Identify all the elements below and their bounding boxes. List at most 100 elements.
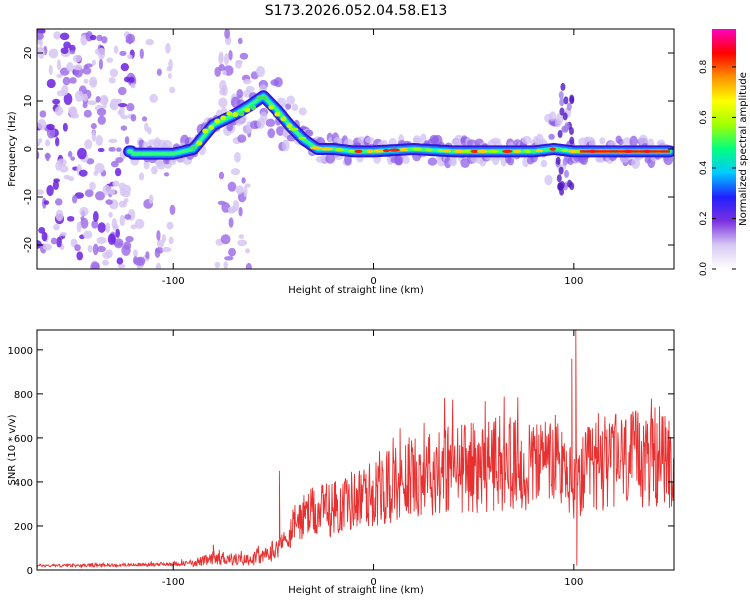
spectrogram-noise-cell bbox=[114, 167, 122, 177]
spectrogram-noise-cell bbox=[39, 110, 47, 118]
spectrogram-peak-cell bbox=[280, 116, 287, 122]
spectrogram-noise-cell bbox=[559, 98, 565, 107]
spectrogram-noise-cell bbox=[227, 181, 237, 192]
colorbar-tick-label: 0.8 bbox=[699, 59, 709, 74]
spectrogram-noise-cell bbox=[124, 136, 130, 145]
spectrogram-noise-cell bbox=[37, 141, 41, 147]
spectrogram-halo-cell bbox=[281, 139, 290, 152]
spectrogram-noise-cell bbox=[108, 138, 118, 143]
spectrogram-noise-cell bbox=[95, 95, 101, 103]
spectrogram-noise-cell bbox=[37, 46, 44, 52]
spectrogram-noise-cell bbox=[97, 222, 106, 233]
x-tick-label: 0 bbox=[370, 276, 376, 287]
spectrogram-noise-cell bbox=[115, 228, 120, 239]
spectrogram-halo-cell bbox=[162, 139, 173, 151]
spectrogram-noise-cell bbox=[92, 243, 99, 256]
spectrogram-noise-cell bbox=[120, 114, 129, 120]
spectrogram-peak-cell bbox=[366, 149, 374, 153]
spectrogram-noise-cell bbox=[54, 106, 64, 116]
spectrogram-halo-cell bbox=[521, 135, 532, 145]
spectrogram-peak-cell bbox=[288, 127, 299, 131]
spectrogram-noise-cell bbox=[92, 210, 99, 223]
spectrogram-peak-cell bbox=[513, 149, 522, 153]
spectrogram-noise-cell bbox=[130, 83, 136, 89]
spectrogram-noise-cell bbox=[55, 209, 64, 222]
spectrogram-noise-cell bbox=[123, 76, 130, 83]
spectrogram-noise-cell bbox=[90, 261, 100, 269]
spectrogram-halo-cell bbox=[298, 107, 307, 116]
spectrogram-noise-cell bbox=[97, 115, 106, 125]
spectrogram-halo-cell bbox=[364, 136, 375, 144]
spectrogram-noise-cell bbox=[82, 93, 88, 102]
spectrogram-noise-cell bbox=[95, 191, 105, 201]
spectrogram-halo-cell bbox=[291, 103, 299, 112]
spectrogram-halo-cell bbox=[286, 95, 296, 105]
spectrogram-noise-cell bbox=[244, 183, 251, 188]
spectrogram-noise-cell bbox=[169, 86, 176, 94]
spectrogram-noise-cell bbox=[80, 34, 88, 46]
spectrogram-noise-cell bbox=[214, 261, 221, 268]
spectrogram-noise-cell bbox=[63, 92, 73, 105]
spectrogram-noise-cell bbox=[48, 64, 53, 75]
spectrogram-noise-cell bbox=[102, 259, 109, 266]
spectrogram-peak-cell bbox=[298, 136, 307, 140]
snr-series bbox=[37, 330, 674, 569]
spectrogram-noise-cell bbox=[90, 123, 97, 130]
spectrogram-peak-cell bbox=[470, 149, 479, 153]
y-tick-label: 20 bbox=[23, 47, 34, 60]
spectrogram-noise-cell bbox=[53, 223, 60, 231]
spectrogram-noise-cell bbox=[243, 185, 248, 198]
spectrogram-noise-cell bbox=[96, 34, 103, 42]
spectrogram-halo-cell bbox=[276, 125, 285, 136]
spectrogram-peak-cell bbox=[424, 148, 433, 152]
spectrogram-noise-cell bbox=[46, 123, 55, 131]
spectrogram-noise-cell bbox=[161, 246, 172, 253]
spectrogram-noise-cell bbox=[119, 50, 127, 57]
spectrogram-noise-cell bbox=[45, 152, 50, 162]
spectrogram-peak-cell bbox=[202, 128, 209, 134]
spectrogram-halo-cell bbox=[237, 134, 247, 143]
spectrogram-halo-cell bbox=[420, 133, 427, 144]
spectrogram-peak-cell bbox=[382, 149, 390, 153]
spectrogram-peak-cell bbox=[244, 107, 251, 113]
spectrogram-noise-cell bbox=[56, 73, 63, 78]
spectrogram-peak-cell bbox=[335, 148, 345, 152]
spectrogram-noise-cell bbox=[91, 220, 99, 229]
spectrogram-noise-cell bbox=[69, 50, 76, 55]
spectrogram-noise-cell bbox=[96, 107, 107, 117]
spectrogram-noise-cell bbox=[117, 263, 126, 269]
spectrogram-noise-cell bbox=[96, 245, 106, 253]
spectrogram-noise-cell bbox=[558, 166, 564, 175]
spectrogram-noise-cell bbox=[105, 222, 111, 233]
spectrogram-halo-cell bbox=[427, 157, 438, 166]
spectrogram-halo-cell bbox=[549, 111, 557, 122]
spectrogram-noise-cell bbox=[245, 248, 250, 254]
spectrogram-noise-cell bbox=[54, 198, 63, 206]
spectrogram-halo-cell bbox=[285, 103, 292, 110]
spectrogram-noise-cell bbox=[556, 174, 562, 183]
spectrogram-noise-cell bbox=[38, 138, 43, 144]
y-tick-label: 10 bbox=[23, 95, 34, 108]
spectrogram-halo-cell bbox=[540, 159, 548, 168]
spectrogram-y-ticks: -20 -10 0 10 20 bbox=[23, 47, 674, 253]
spectrogram-halo-cell bbox=[273, 76, 283, 88]
y-tick-label: -10 bbox=[23, 189, 34, 205]
spectrogram-noise-cell bbox=[105, 249, 113, 259]
spectrogram-noise-cell bbox=[156, 230, 161, 241]
spectrogram-noise-cell bbox=[53, 178, 61, 183]
spectrogram-noise-cell bbox=[46, 78, 56, 89]
spectrogram-ridge bbox=[123, 90, 674, 160]
spectrogram-noise-cell bbox=[235, 59, 242, 69]
spectrogram-peak-cell bbox=[309, 146, 322, 150]
y-tick-label: 600 bbox=[14, 434, 33, 445]
spectrogram-noise-cell bbox=[59, 164, 69, 173]
spectrogram-noise-cell bbox=[141, 116, 148, 122]
spectrogram-halo-cell bbox=[548, 133, 555, 140]
spectrogram-peak-cell bbox=[399, 147, 409, 152]
spectrogram-peak-cell bbox=[437, 149, 444, 153]
spectrogram-noise-cell bbox=[46, 127, 56, 139]
spectrogram-noise-cell bbox=[91, 130, 97, 142]
spectrogram-noise-cell bbox=[217, 200, 226, 206]
spectrogram-noise-cell bbox=[59, 32, 70, 41]
snr-x-ticks: -100 0 100 bbox=[162, 330, 583, 588]
